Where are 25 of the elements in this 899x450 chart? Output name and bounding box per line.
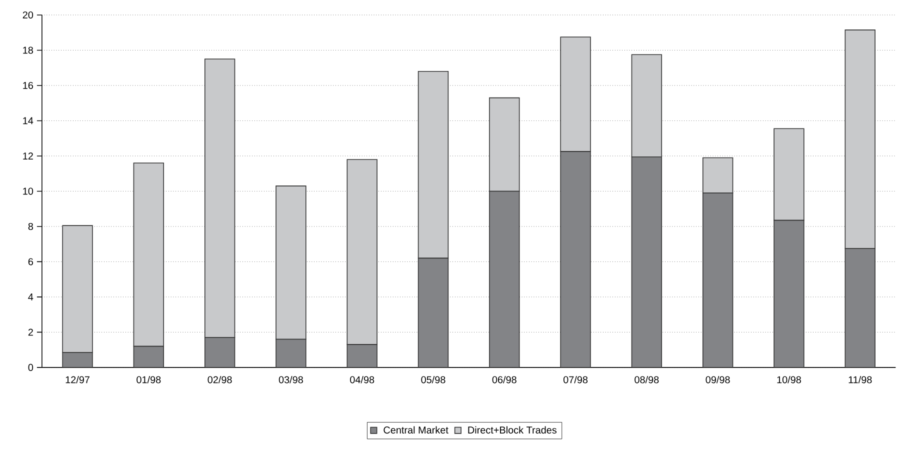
x-tick-label: 03/98 <box>278 376 303 384</box>
y-tick-label: 10 <box>23 188 34 195</box>
x-tick-label: 05/98 <box>421 376 446 384</box>
x-tick-label: 09/98 <box>706 376 730 384</box>
x-tick-label: 07/98 <box>563 376 588 384</box>
x-tick-label: 11/98 <box>848 376 872 384</box>
y-tick-label: 12 <box>23 152 33 160</box>
x-tick-label: 01/98 <box>136 376 161 384</box>
legend-label: Direct+Block Trades <box>468 426 557 434</box>
y-tick-label: 18 <box>23 46 34 54</box>
x-tick-label: 06/98 <box>492 376 516 384</box>
legend-label: Central Market <box>384 426 448 434</box>
y-tick-label: 20 <box>22 11 34 18</box>
y-tick-label: 16 <box>23 82 34 89</box>
y-tick-label: 14 <box>23 117 34 124</box>
x-tick-label: 04/98 <box>350 376 374 384</box>
x-tick-label: 02/98 <box>208 376 232 384</box>
y-tick-label: 4 <box>28 293 34 300</box>
x-tick-label: 12/97 <box>66 376 90 384</box>
y-tick-label: 6 <box>28 258 34 266</box>
y-tick-label: 8 <box>28 222 34 230</box>
x-tick-label: 08/98 <box>634 376 659 384</box>
x-tick-label: 10/98 <box>777 376 801 384</box>
y-tick-label: 2 <box>28 328 33 336</box>
y-tick-label: 0 <box>28 364 34 371</box>
